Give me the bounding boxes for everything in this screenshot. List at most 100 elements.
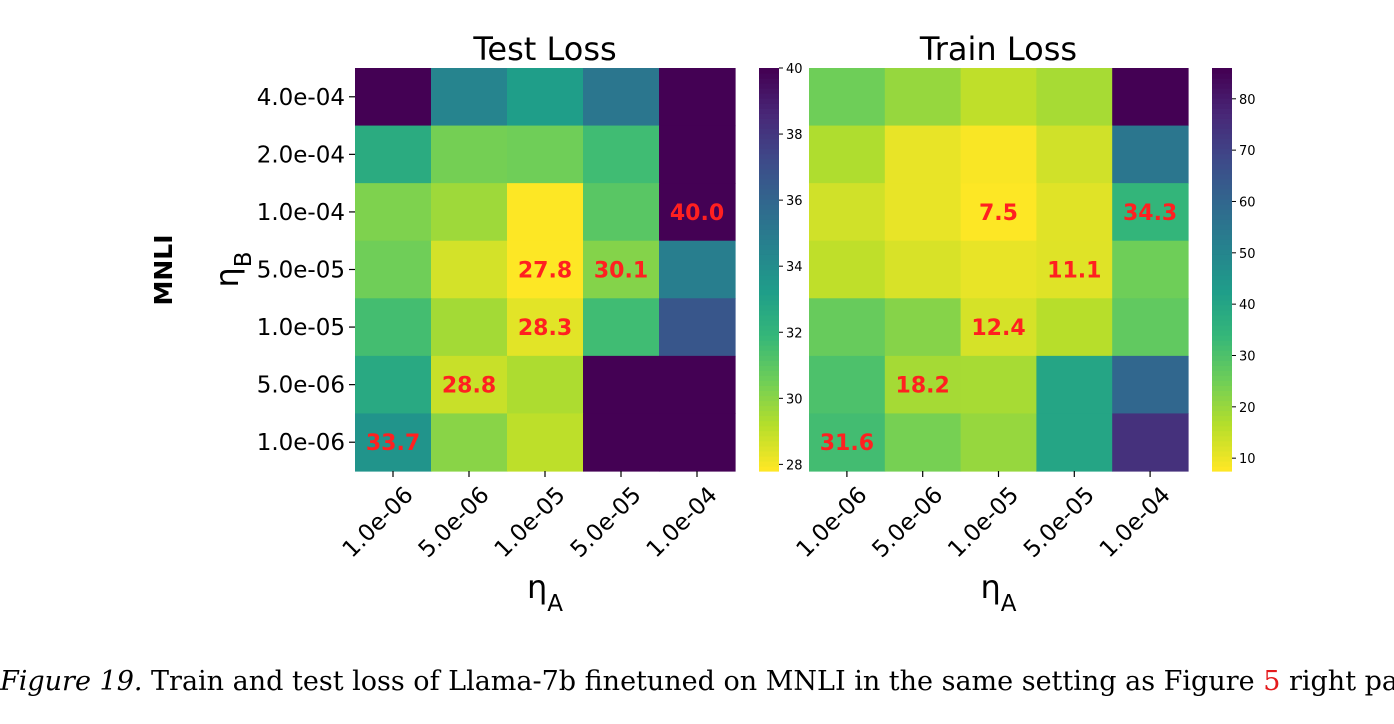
train-loss-colorbar-segment [1212, 239, 1232, 245]
test-loss-y-tick-label: 4.0e-04 [257, 85, 345, 111]
test-loss-colorbar-segment [759, 83, 779, 89]
test-loss-colorbar-segment [759, 138, 779, 145]
test-loss-colorbar-tick-label: 32 [786, 326, 803, 341]
train-loss-colorbar-segment [1212, 219, 1232, 225]
train-loss-colorbar-segment [1212, 259, 1232, 266]
test-loss-colorbar-segment [759, 415, 779, 422]
test-loss-colorbar-segment [759, 395, 779, 402]
test-loss-colorbar-segment [759, 108, 779, 114]
test-loss-colorbar-segment [759, 78, 779, 84]
train-loss-colorbar-segment [1212, 304, 1232, 311]
train-loss-cell-r0-c4 [1112, 68, 1189, 127]
test-loss-colorbar-segment [759, 329, 779, 336]
train-loss-colorbar-segment [1212, 294, 1232, 301]
test-loss-colorbar-segment [759, 445, 779, 452]
test-loss-cell-r0-c2 [507, 68, 584, 127]
train-loss-colorbar-segment [1212, 370, 1232, 376]
train-loss-colorbar-segment [1212, 118, 1232, 125]
test-loss-cell-r3-c1 [431, 240, 508, 299]
test-loss-cell-r6-c4 [659, 413, 736, 472]
test-loss-y-tick-label: 1.0e-05 [257, 315, 345, 341]
train-loss-colorbar-segment [1212, 158, 1232, 165]
test-loss-y-tick-label: 2.0e-04 [257, 142, 345, 168]
train-loss-colorbar-segment [1212, 68, 1232, 74]
train-loss-colorbar-tick-label: 10 [1239, 452, 1256, 467]
test-loss-colorbar-segment [759, 143, 779, 150]
test-loss-colorbar-segment [759, 350, 779, 356]
test-loss-colorbar-segment [759, 163, 779, 170]
train-loss-colorbar-segment [1212, 435, 1232, 442]
train-loss-x-tick-label: 1.0e-06 [792, 482, 873, 563]
test-loss-annotation: 30.1 [594, 259, 648, 284]
test-loss-cell-r4-c1 [431, 298, 508, 357]
test-loss-cell-r0-c4 [659, 68, 736, 127]
train-loss-colorbar-segment [1212, 380, 1232, 386]
train-loss-cell-r5-c3 [1036, 355, 1113, 415]
test-loss-annotation: 40.0 [670, 201, 724, 226]
test-loss-cell-r1-c2 [507, 125, 584, 184]
test-loss-colorbar-segment [759, 420, 779, 427]
train-loss-cell-r3-c1 [884, 240, 962, 299]
train-loss-colorbar-segment [1212, 415, 1232, 422]
train-loss-cell-r1-c1 [884, 125, 962, 184]
train-loss-heatmap: 7.5 34.3 11.1 12.4 18.2 31.6 Train Loss 1.0e-06… [792, 30, 1256, 617]
train-loss-colorbar-segment [1212, 123, 1232, 130]
test-loss-heatmap: 40.0 27.8 30.1 28.3 28.8 33.7 Test Loss 1.0e-06… [208, 30, 803, 617]
caption-figure-ref[interactable]: 5 [1263, 666, 1281, 697]
test-loss-cell-r2-c3 [583, 183, 660, 242]
test-loss-colorbar-segment [759, 340, 779, 346]
test-loss-cell-r1-c0 [355, 125, 432, 184]
train-loss-colorbar-segment [1212, 229, 1232, 235]
test-loss-colorbar-segment [759, 345, 779, 351]
test-loss-colorbar-segment [759, 224, 779, 230]
caption-text-before: Train and test loss of Llama-7b finetune… [142, 666, 1264, 697]
test-loss-colorbar-segment [759, 128, 779, 135]
train-loss-colorbar-segment [1212, 98, 1232, 104]
train-loss-cell-r3-c2 [960, 240, 1037, 299]
train-loss-colorbar-segment [1212, 420, 1232, 427]
test-loss-colorbar-segment [759, 355, 779, 361]
train-loss-colorbar-segment [1212, 360, 1232, 366]
caption-text-after: right panel. [1288, 666, 1394, 697]
train-loss-annotation: 34.3 [1123, 201, 1177, 226]
train-loss-colorbar-segment [1212, 465, 1232, 472]
test-loss-colorbar-segment [759, 148, 779, 155]
train-loss-cell-r6-c3 [1036, 413, 1113, 472]
train-loss-cell-r3-c3 [1036, 240, 1113, 299]
test-loss-colorbar-segment [759, 405, 779, 412]
train-loss-colorbar-segment [1212, 455, 1232, 462]
test-loss-cell-r0-c0 [355, 68, 432, 127]
test-loss-cell-r0-c3 [583, 68, 660, 127]
test-loss-colorbar-segment [759, 118, 779, 125]
row-label: MNLI [149, 234, 178, 305]
test-loss-colorbar-segment [759, 204, 779, 210]
train-loss-cell-r5-c4 [1112, 355, 1189, 415]
test-loss-colorbar-segment [759, 284, 779, 291]
train-loss-colorbar-segment [1212, 198, 1232, 205]
test-loss-cell-r1-c4 [659, 125, 736, 184]
test-loss-y-tick-label: 1.0e-04 [257, 200, 345, 226]
train-loss-colorbar-segment [1212, 209, 1232, 215]
train-loss-cell-r1-c3 [1036, 125, 1113, 184]
test-loss-colorbar-segment [759, 168, 779, 175]
test-loss-colorbar-segment [759, 435, 779, 442]
train-loss-colorbar-tick-label: 60 [1239, 195, 1256, 210]
train-loss-colorbar-segment [1212, 269, 1232, 276]
test-loss-cell-r2-c1 [431, 183, 508, 242]
test-loss-y-tick-label: 1.0e-06 [257, 430, 345, 456]
test-loss-title: Test Loss [472, 30, 616, 68]
test-loss-colorbar-segment [759, 68, 779, 74]
train-loss-colorbar-segment [1212, 329, 1232, 336]
test-loss-colorbar-segment [759, 264, 779, 271]
train-loss-colorbar-segment [1212, 138, 1232, 145]
test-loss-colorbar-segment [759, 254, 779, 261]
train-loss-colorbar-tick-label: 80 [1239, 93, 1256, 108]
train-loss-colorbar-segment [1212, 148, 1232, 155]
train-loss-colorbar-segment [1212, 178, 1232, 185]
test-loss-cell-r2-c0 [355, 183, 432, 242]
test-loss-colorbar-segment [759, 259, 779, 266]
train-loss-colorbar-segment [1212, 193, 1232, 200]
train-loss-colorbar-segment [1212, 153, 1232, 160]
test-loss-colorbar-segment [759, 234, 779, 240]
test-loss-cell-r5-c1 [431, 355, 508, 415]
